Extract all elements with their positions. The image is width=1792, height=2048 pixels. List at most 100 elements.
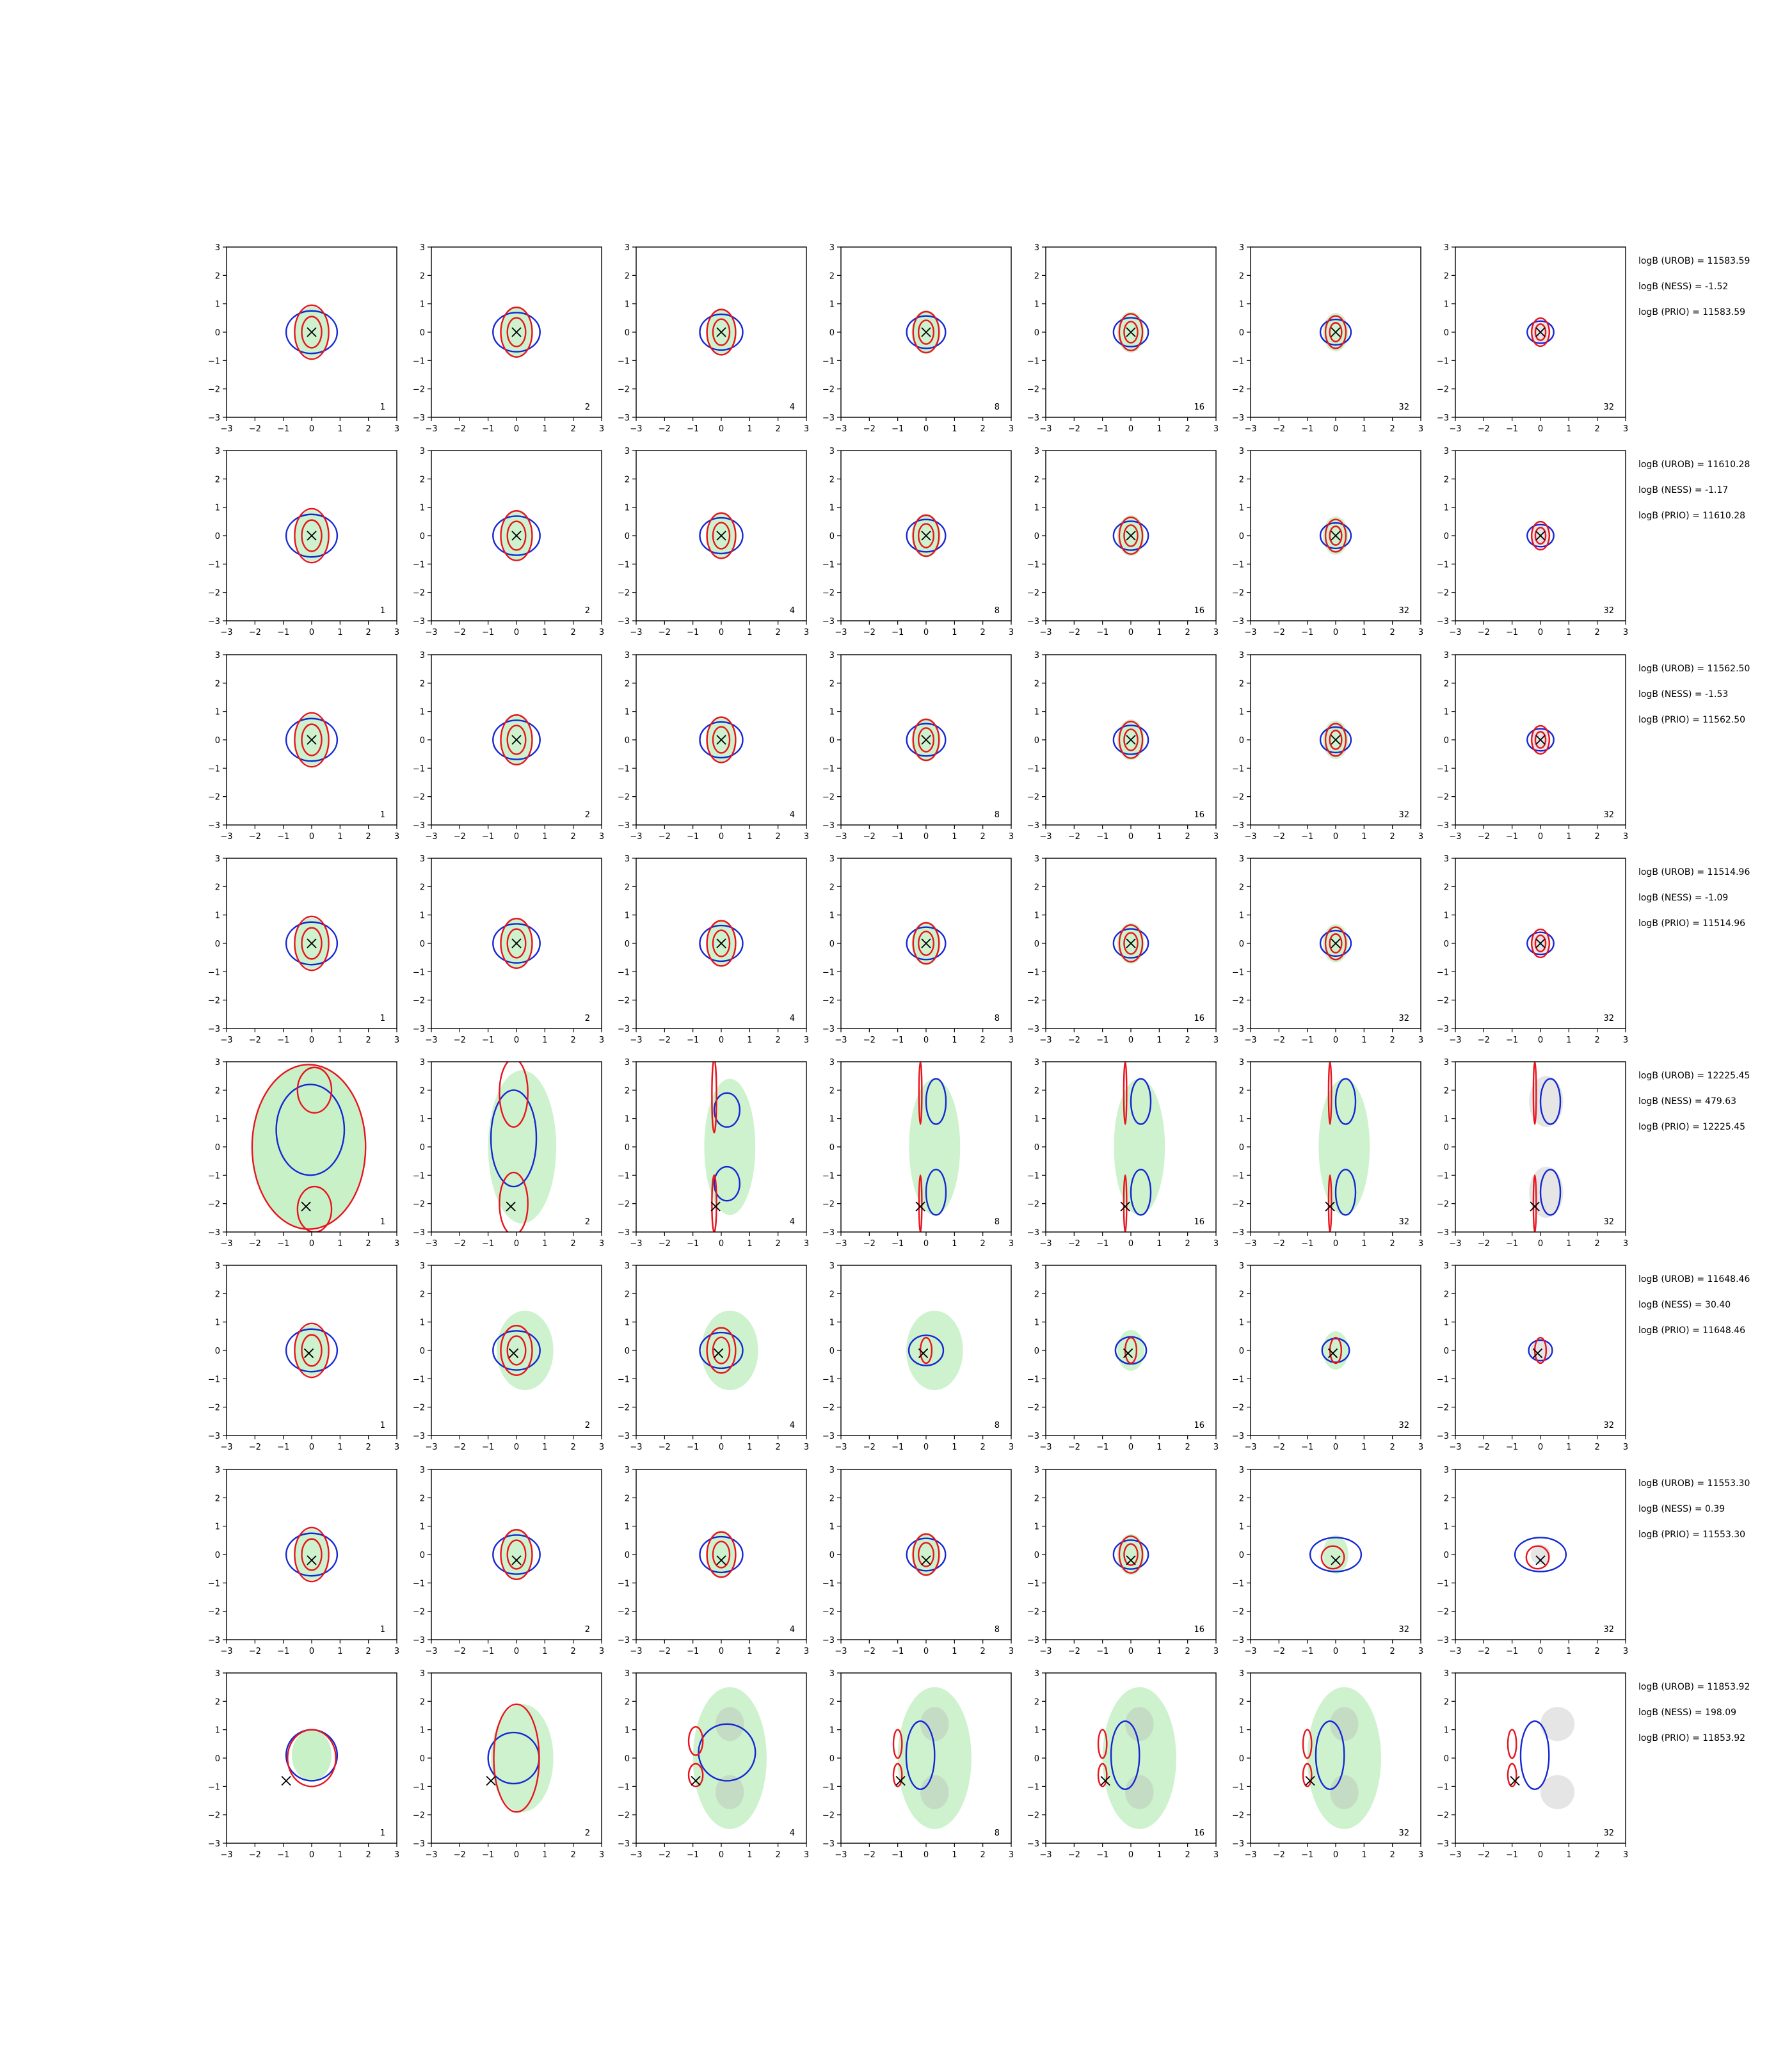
red-contour-line (918, 727, 934, 753)
y-tick-label: −2 (413, 793, 425, 803)
y-tick-label: −1 (1437, 1375, 1449, 1384)
y-tick-label: 3 (1239, 651, 1244, 660)
red-contour-line (712, 1336, 731, 1364)
y-tick-label: −3 (1027, 617, 1039, 627)
x-tick-label: 1 (542, 1036, 547, 1045)
score-annotation: logB (NESS) = 30.40 (1638, 1300, 1731, 1310)
panel-r5-c1: −3−3 −2 −2 −1 −1 0 0 1 1 2 2 3 3 1 (208, 1058, 399, 1249)
x-tick-label: −2 (1273, 1647, 1285, 1656)
x-tick-label: 0 (1538, 832, 1543, 842)
red-contour-line (506, 928, 527, 959)
y-tick-label: 1 (625, 300, 630, 310)
panel-r5-c2: −3−3 −2 −2 −1 −1 0 0 1 1 2 2 3 3 2 (413, 1058, 604, 1249)
x-tick-label: 3 (394, 424, 399, 434)
x-tick-label: 2 (1390, 1239, 1395, 1249)
panel-r2-c4: −3−3 −2 −2 −1 −1 0 0 1 1 2 2 3 3 8 (822, 447, 1014, 637)
x-tick-label: 2 (1390, 832, 1395, 842)
y-tick-label: 1 (829, 911, 835, 921)
x-tick-label: 1 (1156, 1443, 1162, 1452)
x-tick-label: 2 (980, 1850, 986, 1860)
y-tick-label: 3 (420, 243, 425, 253)
x-tick-label: 2 (1185, 1443, 1190, 1452)
x-tick-label: 2 (980, 1647, 986, 1656)
y-tick-label: 2 (215, 883, 220, 892)
y-tick-label: 1 (420, 911, 425, 921)
y-tick-label: 1 (829, 1115, 835, 1124)
x-tick-label: −3 (1449, 1036, 1461, 1045)
red-contour-line (1302, 1729, 1313, 1759)
red-contour-line (706, 1327, 737, 1374)
panel-r1-c7: −3−3 −2 −2 −1 −1 0 0 1 1 2 2 3 3 32 (1437, 243, 1628, 434)
y-tick-label: 1 (625, 1523, 630, 1532)
y-tick-label: 2 (215, 475, 220, 484)
x-tick-label: 2 (1185, 1239, 1190, 1249)
panel-count-label: 32 (1398, 810, 1409, 820)
x-tick-label: −3 (220, 1036, 232, 1045)
x-tick-label: 2 (571, 628, 576, 637)
y-tick-label: −1 (1437, 356, 1449, 366)
blue-contour-line (492, 515, 541, 556)
x-tick-label: 1 (952, 1647, 957, 1656)
x-tick-label: 2 (1185, 1647, 1190, 1656)
y-tick-label: 3 (829, 1058, 835, 1068)
panel-count-label: 32 (1398, 1828, 1409, 1838)
x-tick-label: 1 (1156, 1850, 1162, 1860)
y-tick-label: −3 (1437, 1025, 1449, 1034)
x-tick-label: −2 (1068, 1036, 1080, 1045)
density-region (909, 1078, 961, 1215)
y-tick-label: 2 (1034, 1697, 1039, 1707)
red-contour-line (287, 1729, 337, 1788)
x-tick-label: 2 (1390, 1443, 1395, 1452)
blue-contour-line (699, 1331, 744, 1370)
reference-marker (1535, 531, 1546, 541)
blue-contour-line (285, 1328, 339, 1373)
x-tick-label: 3 (1213, 1239, 1219, 1249)
y-tick-label: 1 (1239, 708, 1244, 717)
y-tick-label: 2 (625, 1086, 630, 1096)
y-tick-label: 0 (420, 1754, 425, 1764)
y-tick-label: −2 (413, 385, 425, 395)
y-tick-label: 0 (1239, 1551, 1244, 1560)
y-tick-label: −1 (618, 1375, 630, 1384)
y-tick-label: 2 (625, 1290, 630, 1299)
score-annotation: logB (PRIO) = 11610.28 (1638, 511, 1745, 521)
panel-count-label: 1 (380, 1217, 385, 1227)
panel-count-label: 1 (380, 403, 385, 412)
y-tick-label: 1 (829, 708, 835, 717)
y-tick-label: 0 (625, 1551, 630, 1560)
x-tick-label: −2 (659, 1647, 671, 1656)
y-tick-label: −2 (208, 1608, 220, 1617)
density-region (1330, 1707, 1359, 1741)
density-region (294, 1529, 329, 1580)
density-region (291, 1729, 332, 1781)
x-tick-label: 0 (719, 628, 724, 637)
x-tick-label: 1 (1156, 1036, 1162, 1045)
x-tick-label: −2 (249, 1443, 261, 1452)
x-tick-label: 1 (1156, 628, 1162, 637)
y-tick-label: −3 (822, 1025, 835, 1034)
y-tick-label: −2 (1232, 589, 1244, 598)
density-region (920, 1707, 949, 1741)
x-tick-label: −2 (249, 1036, 261, 1045)
y-tick-label: 2 (829, 883, 835, 892)
x-tick-label: 2 (980, 832, 986, 842)
x-tick-label: −2 (249, 832, 261, 842)
red-contour-line (301, 723, 323, 756)
reference-marker (716, 1555, 726, 1565)
x-tick-label: −3 (1039, 628, 1052, 637)
y-tick-label: 1 (420, 1115, 425, 1124)
panel-count-label: 32 (1603, 1828, 1614, 1838)
x-tick-label: −1 (277, 832, 289, 842)
y-tick-label: −1 (413, 1782, 425, 1792)
red-contour-line (918, 931, 934, 956)
panel-r6-c2: −3−3 −2 −2 −1 −1 0 0 1 1 2 2 3 3 2 (413, 1261, 604, 1452)
score-annotation: logB (PRIO) = 11514.96 (1638, 918, 1745, 929)
y-tick-label: −3 (208, 1432, 220, 1441)
x-tick-label: 2 (366, 424, 371, 434)
y-tick-label: −1 (822, 1782, 835, 1792)
y-tick-label: 0 (1444, 1347, 1449, 1356)
x-tick-label: 0 (1538, 628, 1543, 637)
y-tick-label: −2 (413, 1404, 425, 1413)
density-region (692, 1687, 767, 1829)
reference-marker (1126, 938, 1136, 948)
